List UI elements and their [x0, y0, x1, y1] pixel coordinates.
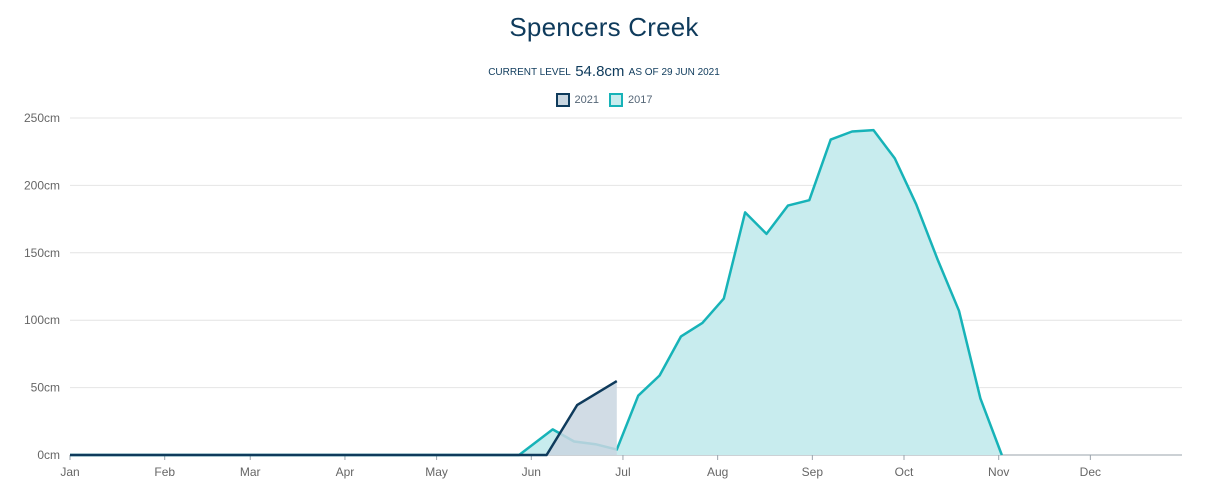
chart-title: Spencers Creek	[509, 12, 699, 42]
current-level-prefix: CURRENT LEVEL	[488, 67, 571, 78]
y-tick-label: 100cm	[24, 313, 60, 327]
x-tick-label: Apr	[336, 465, 355, 479]
legend-swatch-2021	[555, 93, 570, 107]
y-tick-label: 250cm	[24, 111, 60, 125]
y-tick-label: 200cm	[24, 178, 60, 192]
x-tick-label: Jul	[615, 465, 630, 479]
y-tick-label: 50cm	[31, 381, 60, 395]
legend-item-2021[interactable]: 2021	[555, 93, 599, 107]
current-level-value: 54.8cm	[575, 63, 625, 80]
current-level-line: CURRENT LEVEL 54.8cm AS OF 29 JUN 2021	[0, 63, 1208, 80]
legend: 2021 2017	[0, 93, 1208, 107]
y-tick-label: 150cm	[24, 246, 60, 260]
series-area-2021	[70, 381, 617, 455]
series-line-2021	[70, 380, 618, 457]
x-tick-label: Nov	[988, 465, 1009, 479]
x-tick-label: Feb	[154, 465, 175, 479]
x-tick-label: Sep	[802, 465, 824, 479]
x-tick-label: Oct	[895, 465, 914, 479]
legend-label-2021: 2021	[574, 94, 599, 106]
current-level-date: AS OF 29 JUN 2021	[628, 67, 720, 78]
legend-label-2017: 2017	[628, 94, 653, 106]
x-tick-label: Mar	[240, 465, 261, 479]
x-tick-label: Aug	[707, 465, 728, 479]
x-tick-label: Jun	[522, 465, 541, 479]
series-area-2017	[70, 130, 1002, 455]
y-tick-label: 0cm	[37, 448, 60, 462]
legend-item-2017[interactable]: 2017	[609, 93, 652, 107]
x-tick-label: Dec	[1080, 465, 1101, 479]
legend-swatch-2017	[609, 93, 623, 107]
x-tick-label: May	[425, 465, 448, 479]
x-tick-label: Jan	[60, 465, 79, 479]
